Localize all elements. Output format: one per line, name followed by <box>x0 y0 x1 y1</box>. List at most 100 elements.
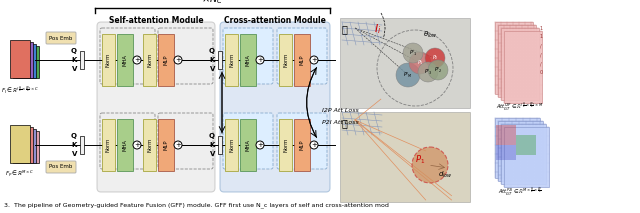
Text: 📷: 📷 <box>342 24 348 34</box>
Bar <box>340 18 470 108</box>
Bar <box>240 119 256 171</box>
Bar <box>218 51 222 69</box>
Text: 1: 1 <box>540 35 543 39</box>
Bar <box>16 44 36 78</box>
Text: MHA: MHA <box>122 54 127 66</box>
Text: V: V <box>210 151 215 157</box>
FancyBboxPatch shape <box>223 28 273 84</box>
Bar <box>158 119 174 171</box>
Text: $P'_3$: $P'_3$ <box>424 68 432 76</box>
Text: Cross-attention Module: Cross-attention Module <box>224 16 326 25</box>
Bar <box>10 40 30 78</box>
Text: K: K <box>72 57 77 63</box>
Circle shape <box>174 56 182 64</box>
Bar <box>498 25 536 97</box>
Text: /: / <box>540 43 542 49</box>
Text: +: + <box>134 57 140 63</box>
FancyBboxPatch shape <box>220 22 330 192</box>
Bar <box>19 131 39 163</box>
Bar <box>102 34 115 86</box>
Text: MLP: MLP <box>163 55 168 65</box>
Bar <box>495 118 540 178</box>
Circle shape <box>256 56 264 64</box>
Bar <box>294 34 310 86</box>
Text: +: + <box>311 57 317 63</box>
Text: MLP: MLP <box>300 140 305 150</box>
Bar <box>496 125 516 145</box>
Text: $I_i$: $I_i$ <box>374 22 381 36</box>
Circle shape <box>412 147 448 183</box>
Text: +: + <box>175 142 181 148</box>
Bar <box>504 31 542 103</box>
Text: Self-attention Module: Self-attention Module <box>109 16 204 25</box>
Bar <box>294 119 310 171</box>
FancyBboxPatch shape <box>100 28 155 84</box>
Bar <box>225 119 238 171</box>
Text: /: / <box>540 62 542 66</box>
Text: +: + <box>257 57 263 63</box>
Bar <box>143 34 156 86</box>
Text: Norm: Norm <box>106 53 111 67</box>
Circle shape <box>418 62 438 82</box>
Bar <box>13 127 33 163</box>
FancyBboxPatch shape <box>158 113 213 169</box>
Text: $F_P \in \mathbb{R}^{M\times C}$: $F_P \in \mathbb{R}^{M\times C}$ <box>5 169 35 179</box>
FancyBboxPatch shape <box>158 28 213 84</box>
Text: V: V <box>210 66 215 72</box>
Bar <box>504 127 549 187</box>
Text: Q: Q <box>71 48 77 54</box>
Bar <box>19 46 39 78</box>
Bar <box>498 121 543 181</box>
Bar <box>117 119 133 171</box>
Text: MHA: MHA <box>122 139 127 151</box>
Text: Q: Q <box>209 133 215 139</box>
Circle shape <box>174 141 182 149</box>
Bar <box>143 119 156 171</box>
Bar <box>13 42 33 78</box>
FancyBboxPatch shape <box>100 113 155 169</box>
Text: $P'_1$: $P'_1$ <box>409 48 417 58</box>
Circle shape <box>409 52 431 74</box>
Text: Pos Emb: Pos Emb <box>49 164 73 170</box>
Bar <box>495 22 533 94</box>
Bar <box>496 145 516 160</box>
Bar <box>158 34 174 86</box>
Text: 📷: 📷 <box>342 118 348 128</box>
Bar <box>117 34 133 86</box>
Text: Q: Q <box>71 133 77 139</box>
Text: $Att_{GT}^{I2P} \in \mathbb{R}^{(\frac{H}{s}\times\frac{W}{s})\times M}$: $Att_{GT}^{I2P} \in \mathbb{R}^{(\frac{H… <box>497 100 543 114</box>
Text: MHA: MHA <box>246 54 250 66</box>
Circle shape <box>133 141 141 149</box>
Circle shape <box>310 56 318 64</box>
Text: $P_1$: $P_1$ <box>415 154 425 166</box>
Bar <box>80 136 84 154</box>
Text: K: K <box>72 142 77 148</box>
Bar <box>279 119 292 171</box>
Text: 1: 1 <box>540 26 543 30</box>
Text: MLP: MLP <box>300 55 305 65</box>
Bar <box>10 125 30 163</box>
Text: Norm: Norm <box>229 53 234 67</box>
Text: Norm: Norm <box>283 138 288 152</box>
FancyBboxPatch shape <box>277 113 327 169</box>
Circle shape <box>310 141 318 149</box>
Text: MHA: MHA <box>246 139 250 151</box>
Circle shape <box>396 63 420 87</box>
FancyBboxPatch shape <box>46 161 76 173</box>
Text: Norm: Norm <box>283 53 288 67</box>
Text: $Att_{GT}^{P2I} \in \mathbb{R}^{M\times\frac{H}{s}\times\frac{W}{s}}$: $Att_{GT}^{P2I} \in \mathbb{R}^{M\times\… <box>498 185 542 199</box>
FancyBboxPatch shape <box>97 22 215 192</box>
Text: I2P Att Loss: I2P Att Loss <box>322 108 359 113</box>
Text: Norm: Norm <box>229 138 234 152</box>
Bar <box>225 34 238 86</box>
Bar <box>80 51 84 69</box>
Bar <box>218 136 222 154</box>
Text: Pos Emb: Pos Emb <box>49 36 73 40</box>
Text: K: K <box>210 142 215 148</box>
Text: Norm: Norm <box>106 138 111 152</box>
Text: Norm: Norm <box>147 138 152 152</box>
Bar <box>240 34 256 86</box>
Text: P2I Att Loss: P2I Att Loss <box>322 120 359 125</box>
Text: Norm: Norm <box>147 53 152 67</box>
Circle shape <box>425 48 445 68</box>
